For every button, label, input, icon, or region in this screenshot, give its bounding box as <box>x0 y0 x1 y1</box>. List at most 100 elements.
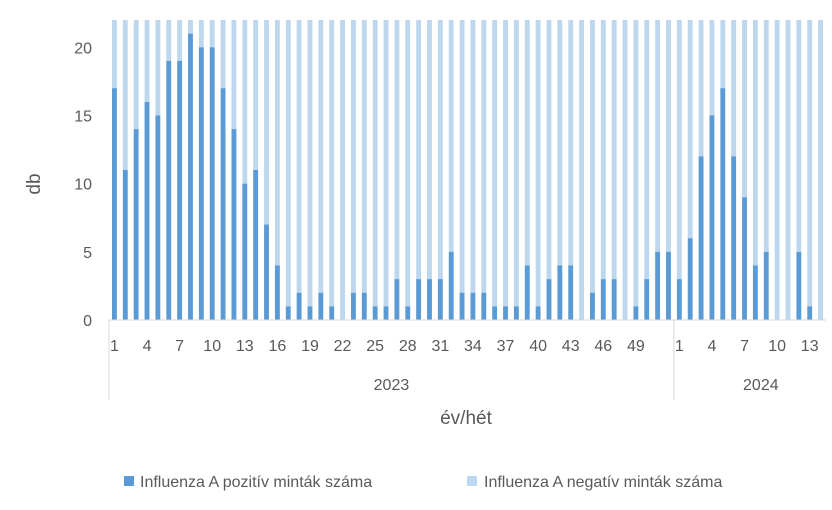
bar-positive <box>546 279 552 320</box>
bar-positive <box>242 183 248 320</box>
bar-positive <box>481 292 487 320</box>
bar-positive <box>318 292 324 320</box>
bar-negative <box>611 20 617 280</box>
x-axis-title: év/hét <box>440 408 492 429</box>
x-group-label: 2023 <box>374 377 410 394</box>
bar-positive <box>655 251 661 320</box>
bar-negative <box>655 20 661 252</box>
bar-negative <box>742 20 747 198</box>
x-tick-label: 46 <box>594 338 612 355</box>
bar-negative <box>763 20 769 252</box>
bar-positive <box>285 306 291 320</box>
bar-positive <box>177 60 183 321</box>
bar-positive <box>296 292 302 320</box>
bar-positive <box>372 306 378 320</box>
bar-negative <box>666 20 671 252</box>
y-tick-label: 10 <box>74 177 92 194</box>
bar-positive <box>166 60 172 321</box>
bar-positive <box>742 197 747 320</box>
x-tick-label: 25 <box>366 338 384 355</box>
bar-negative <box>198 20 204 48</box>
bar-negative <box>785 20 791 320</box>
bar-negative <box>600 20 606 280</box>
bar-negative <box>231 20 237 130</box>
x-tick-label: 10 <box>768 338 786 355</box>
bar-negative <box>535 20 541 307</box>
bar-positive <box>633 306 639 320</box>
x-tick-label: 16 <box>268 338 286 355</box>
bar-negative <box>470 20 476 293</box>
bar-positive <box>133 129 139 320</box>
bar-negative <box>481 20 487 293</box>
x-tick-label: 13 <box>236 338 254 355</box>
bar-positive <box>687 238 693 320</box>
bar-positive <box>383 306 389 320</box>
bar-positive <box>144 101 150 321</box>
bar-negative <box>774 20 780 320</box>
legend-swatch-positive <box>124 476 134 486</box>
bar-positive <box>492 306 498 320</box>
x-tick-label: 34 <box>464 338 482 355</box>
x-tick-label: 28 <box>399 338 417 355</box>
bar-negative <box>676 20 682 280</box>
bar-negative <box>579 20 585 320</box>
legend: Influenza A pozitív minták száma Influen… <box>124 474 722 491</box>
bar-positive <box>264 224 269 320</box>
x-group-label: 2024 <box>743 377 779 394</box>
x-tick-label: 19 <box>301 338 319 355</box>
bar-negative <box>209 20 215 48</box>
legend-label-positive: Influenza A pozitív minták száma <box>140 474 372 491</box>
x-tick-label: 13 <box>801 338 819 355</box>
bar-positive <box>459 292 465 320</box>
bar-negative <box>524 20 530 266</box>
bar-negative <box>448 20 454 252</box>
legend-swatch-negative <box>467 476 477 486</box>
bar-positive <box>122 170 128 320</box>
bar-negative <box>372 20 378 307</box>
bar-positive <box>796 251 802 320</box>
bar-negative <box>459 20 465 293</box>
bar-negative <box>687 20 693 239</box>
bar-negative <box>720 20 726 89</box>
bar-negative <box>340 20 346 320</box>
bar-negative <box>220 20 226 89</box>
bar-negative <box>188 20 193 34</box>
bar-negative <box>818 20 824 320</box>
bar-positive <box>557 265 563 320</box>
x-tick-label: 43 <box>562 338 580 355</box>
legend-label-negative: Influenza A negatív minták száma <box>484 474 722 491</box>
x-tick-label: 4 <box>707 338 716 355</box>
bar-negative <box>709 20 715 116</box>
x-tick-label: 7 <box>175 338 184 355</box>
x-tick-label: 7 <box>740 338 749 355</box>
bar-positive <box>307 306 313 320</box>
y-axis: 0 5 10 15 20 <box>74 40 92 330</box>
bar-positive <box>524 265 530 320</box>
y-axis-title: db <box>24 173 45 194</box>
x-tick-label: 37 <box>497 338 515 355</box>
bar-positive <box>350 292 356 320</box>
bar-negative <box>698 20 704 157</box>
bar-positive <box>470 292 476 320</box>
bar-negative <box>242 20 248 184</box>
x-tick-label: 49 <box>627 338 645 355</box>
x-tick-label: 1 <box>675 338 684 355</box>
bar-negative <box>644 20 650 280</box>
bar-negative <box>503 20 508 307</box>
bar-positive <box>709 115 715 320</box>
bar-negative <box>546 20 552 280</box>
bar-positive <box>807 306 813 320</box>
y-tick-label: 5 <box>83 245 92 262</box>
bar-negative <box>144 20 150 102</box>
x-tick-label: 31 <box>431 338 449 355</box>
bar-positive <box>361 292 367 320</box>
bar-positive <box>231 129 237 320</box>
bar-positive <box>437 279 443 320</box>
bar-negative <box>796 20 802 252</box>
bar-positive <box>427 279 432 320</box>
bar-negative <box>513 20 519 307</box>
bar-negative <box>155 20 161 116</box>
bar-positive <box>220 88 226 320</box>
bar-negative <box>437 20 443 280</box>
